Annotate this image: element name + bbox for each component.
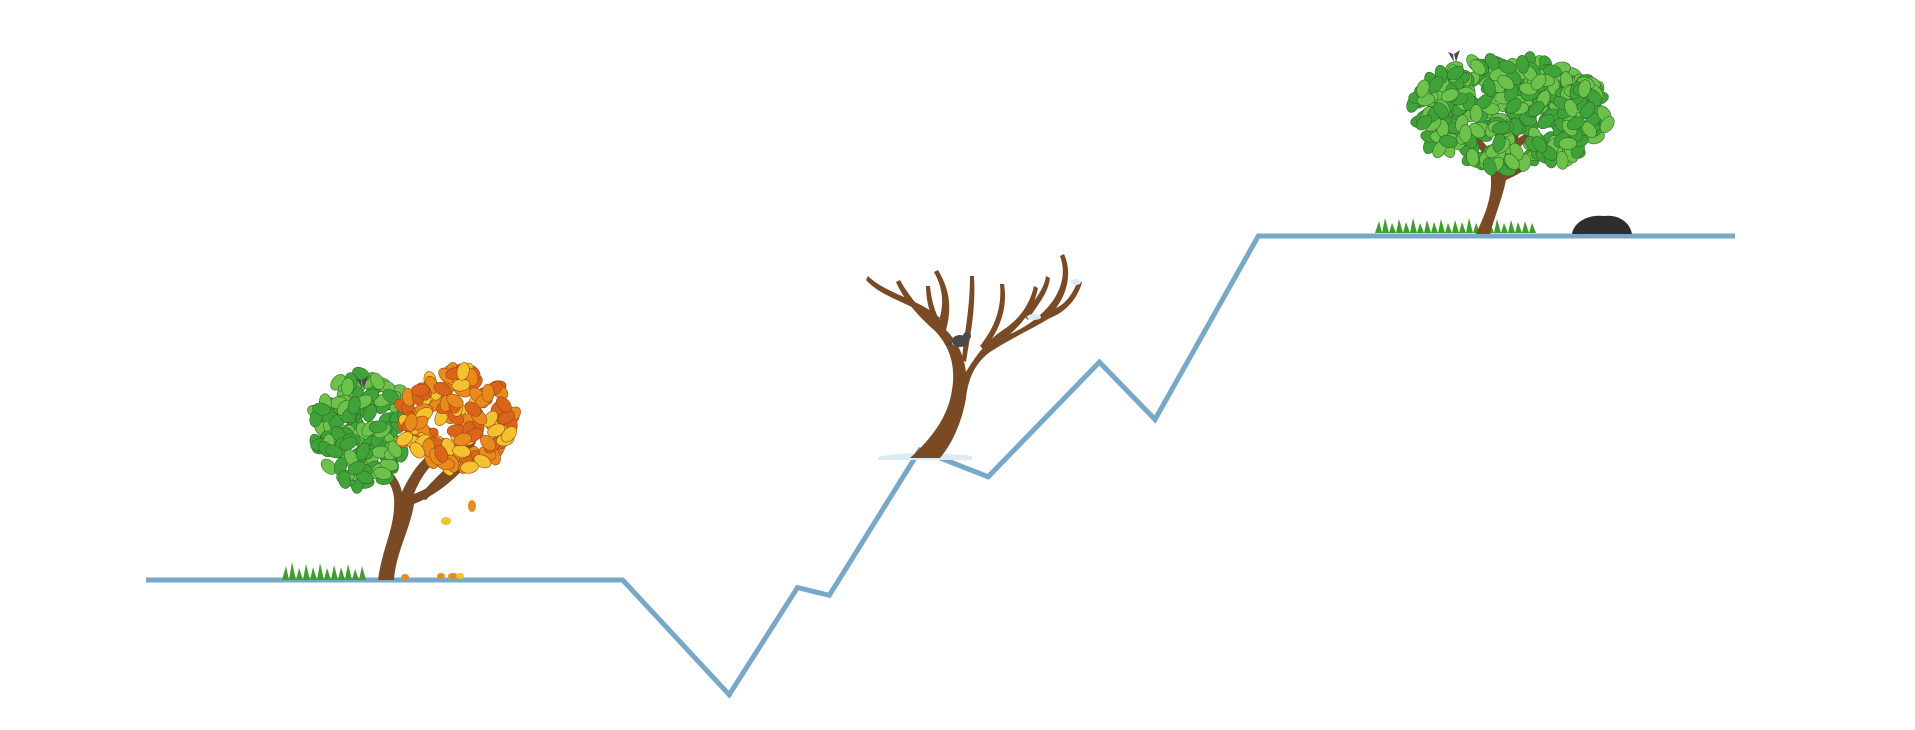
leaf [325,444,344,459]
leaf [480,435,496,451]
leaf [453,432,472,447]
leaf [1599,115,1615,134]
leaf [1446,65,1465,81]
leaf [341,377,354,397]
leaf [368,420,388,434]
leaf [497,410,515,425]
leaf [1416,79,1430,98]
leaf [1439,135,1458,148]
leaf [320,458,337,475]
leaf [1469,104,1483,123]
leaf [1470,59,1486,76]
leaf [1498,60,1517,74]
leaf [1532,136,1548,153]
leaf [411,383,430,397]
green-summer-tree-icon [1375,50,1632,234]
falling-leaves-icon [401,500,476,580]
bare-winter-tree-icon [866,254,1082,460]
leaf [1459,124,1472,143]
grass-tuft-icon [282,562,366,580]
leaf [1492,133,1506,152]
leaf [1492,121,1511,135]
leaf [1497,74,1515,91]
leaf [1482,157,1497,176]
leaf [1564,99,1578,118]
leaf [1504,153,1520,171]
leaf [460,460,479,474]
bird-icon [944,332,971,347]
leaf [347,396,361,415]
leaf [1537,113,1555,130]
leaf [1516,55,1529,74]
leaf [1505,97,1522,114]
butterfly-icon [1448,50,1460,62]
leaf [355,442,370,461]
leaf [434,445,449,463]
leaf [1566,116,1585,131]
leaf [433,382,452,396]
leaf [1433,102,1449,119]
leaf [338,470,352,489]
leaf [446,393,464,409]
leaf [481,383,495,403]
rock-icon [1572,215,1632,234]
leaf [1415,114,1433,131]
leaf [409,441,425,459]
leaf [363,404,377,422]
leaf [1428,76,1444,93]
leaf [1466,148,1480,167]
leaf [373,466,392,480]
leaf [496,396,512,413]
autumn-tree-icon [282,362,521,580]
leaf [1440,88,1459,103]
leaf [1558,137,1578,150]
leaf [339,436,358,451]
leaf [464,401,482,417]
leaf [347,460,366,476]
leaf [312,402,331,416]
leaf [1528,101,1545,117]
leaf [404,413,418,432]
butterfly-icon [356,376,368,388]
leaf [1531,73,1547,91]
leaf [396,431,414,447]
grass-tuft-icon [1375,218,1536,233]
leaf [1577,79,1591,98]
leaf [487,423,506,438]
leaf [501,426,517,443]
leaf [456,362,470,381]
journey-path-line [146,233,1735,699]
leaf [1580,101,1595,119]
leaf [1468,122,1486,139]
leaf [1482,78,1496,97]
leaf [370,372,385,390]
